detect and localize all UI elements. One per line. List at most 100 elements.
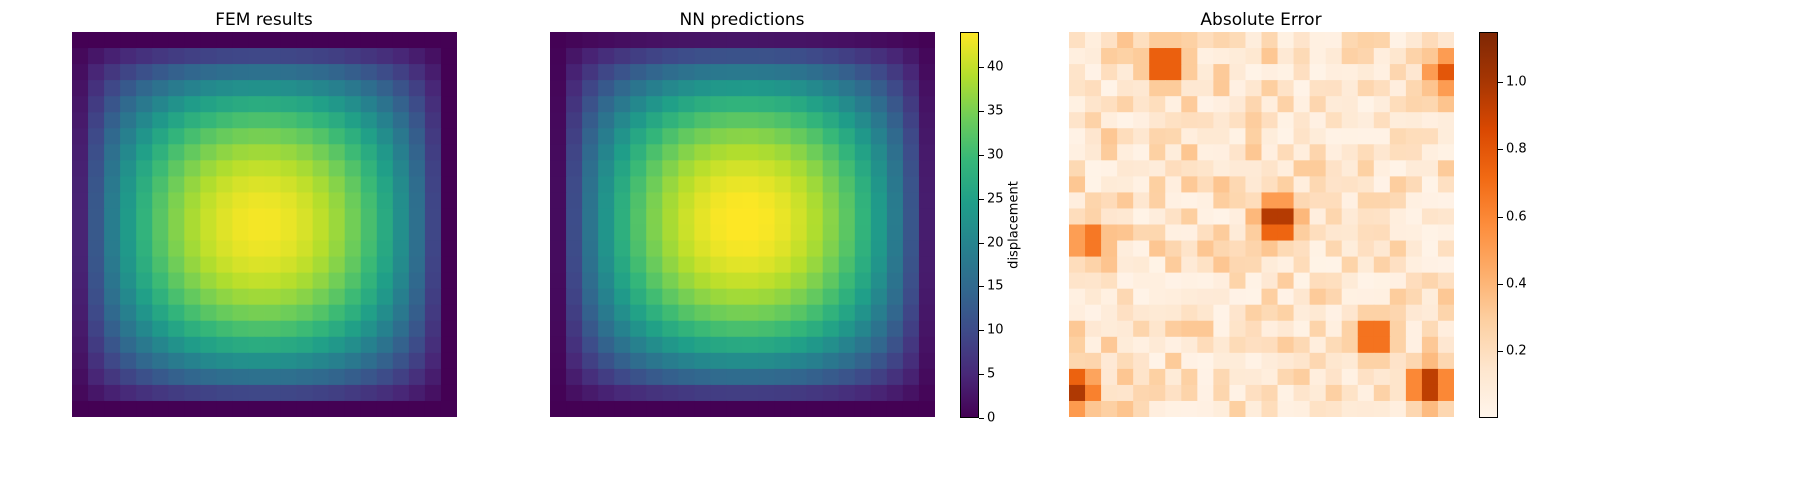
heatmap-cell: [566, 304, 583, 322]
heatmap-cell: [1149, 32, 1166, 49]
heatmap-cell: [216, 368, 234, 386]
heatmap-cell: [1341, 176, 1359, 194]
heatmap-cell: [1293, 368, 1311, 386]
heatmap-cell: [168, 112, 185, 129]
heatmap-cell: [1229, 192, 1247, 210]
displacement-colorbar: [960, 32, 979, 418]
heatmap-cell: [790, 32, 808, 49]
heatmap-cell: [1421, 304, 1439, 322]
heatmap-cell: [582, 352, 599, 370]
heatmap-cell: [424, 240, 442, 258]
heatmap-cell: [566, 112, 583, 129]
heatmap-cell: [1229, 208, 1247, 226]
heatmap-cell: [1165, 144, 1182, 161]
heatmap-cell: [726, 224, 744, 242]
heatmap-cell: [440, 80, 457, 97]
heatmap-cell: [582, 320, 599, 338]
heatmap-cell: [248, 128, 266, 145]
heatmap-cell: [678, 320, 695, 338]
heatmap-cell: [662, 224, 679, 242]
heatmap-cell: [742, 176, 760, 194]
heatmap-cell: [694, 48, 712, 65]
heatmap-cell: [1133, 32, 1150, 49]
nn-heatmap: [550, 32, 935, 417]
displacement-colorbar-tick-label: 35: [987, 103, 1004, 119]
heatmap-cell: [1373, 64, 1391, 81]
heatmap-cell: [550, 192, 567, 210]
heatmap-cell: [902, 32, 920, 49]
heatmap-cell: [854, 176, 872, 194]
heatmap-cell: [1277, 144, 1295, 161]
heatmap-cell: [790, 368, 808, 386]
heatmap-cell: [1197, 304, 1214, 322]
heatmap-cell: [886, 384, 904, 402]
heatmap-cell: [136, 64, 153, 81]
heatmap-cell: [1229, 336, 1247, 354]
heatmap-cell: [1213, 128, 1231, 145]
heatmap-cell: [1181, 64, 1198, 81]
heatmap-cell: [152, 304, 169, 322]
heatmap-cell: [1245, 256, 1263, 274]
heatmap-cell: [168, 240, 185, 258]
heatmap-cell: [694, 96, 712, 113]
heatmap-cell: [200, 320, 217, 338]
heatmap-cell: [758, 240, 776, 258]
heatmap-cell: [742, 256, 760, 274]
heatmap-cell: [742, 192, 760, 210]
heatmap-cell: [1261, 256, 1279, 274]
heatmap-cell: [1341, 80, 1359, 97]
heatmap-cell: [1389, 176, 1407, 194]
heatmap-cell: [694, 288, 712, 306]
heatmap-cell: [1293, 144, 1311, 161]
heatmap-cell: [1261, 144, 1279, 161]
heatmap-cell: [1325, 240, 1343, 258]
heatmap-cell: [216, 320, 234, 338]
heatmap-cell: [806, 304, 824, 322]
heatmap-cell: [136, 368, 153, 386]
heatmap-cell: [1309, 400, 1327, 417]
heatmap-cell: [614, 384, 631, 402]
heatmap-cell: [774, 272, 792, 290]
heatmap-cell: [1373, 112, 1391, 129]
heatmap-cell: [152, 32, 169, 49]
heatmap-cell: [886, 160, 904, 177]
heatmap-cell: [1117, 256, 1134, 274]
heatmap-cell: [646, 256, 663, 274]
heatmap-cell: [88, 384, 105, 402]
heatmap-cell: [232, 176, 250, 194]
heatmap-cell: [184, 96, 201, 113]
heatmap-cell: [120, 208, 137, 226]
heatmap-cell: [662, 64, 679, 81]
heatmap-cell: [774, 336, 792, 354]
heatmap-cell: [104, 272, 121, 290]
heatmap-cell: [1389, 288, 1407, 306]
heatmap-cell: [806, 400, 824, 417]
heatmap-cell: [822, 96, 840, 113]
heatmap-cell: [1069, 304, 1086, 322]
heatmap-cell: [1229, 256, 1247, 274]
heatmap-cell: [678, 288, 695, 306]
heatmap-cell: [216, 112, 234, 129]
heatmap-cell: [870, 64, 888, 81]
heatmap-cell: [440, 272, 457, 290]
heatmap-cell: [1213, 160, 1231, 177]
heatmap-cell: [1149, 208, 1166, 226]
heatmap-cell: [854, 336, 872, 354]
heatmap-cell: [902, 64, 920, 81]
heatmap-cell: [1229, 144, 1247, 161]
heatmap-cell: [630, 336, 647, 354]
heatmap-cell: [630, 192, 647, 210]
heatmap-cell: [598, 80, 615, 97]
heatmap-cell: [328, 32, 346, 49]
heatmap-cell: [630, 352, 647, 370]
heatmap-cell: [918, 192, 935, 210]
heatmap-cell: [136, 240, 153, 258]
heatmap-cell: [1405, 288, 1423, 306]
heatmap-cell: [1309, 336, 1327, 354]
heatmap-cell: [344, 288, 362, 306]
heatmap-cell: [1149, 192, 1166, 210]
heatmap-cell: [248, 112, 266, 129]
heatmap-cell: [614, 304, 631, 322]
heatmap-cell: [790, 304, 808, 322]
heatmap-cell: [1293, 320, 1311, 338]
